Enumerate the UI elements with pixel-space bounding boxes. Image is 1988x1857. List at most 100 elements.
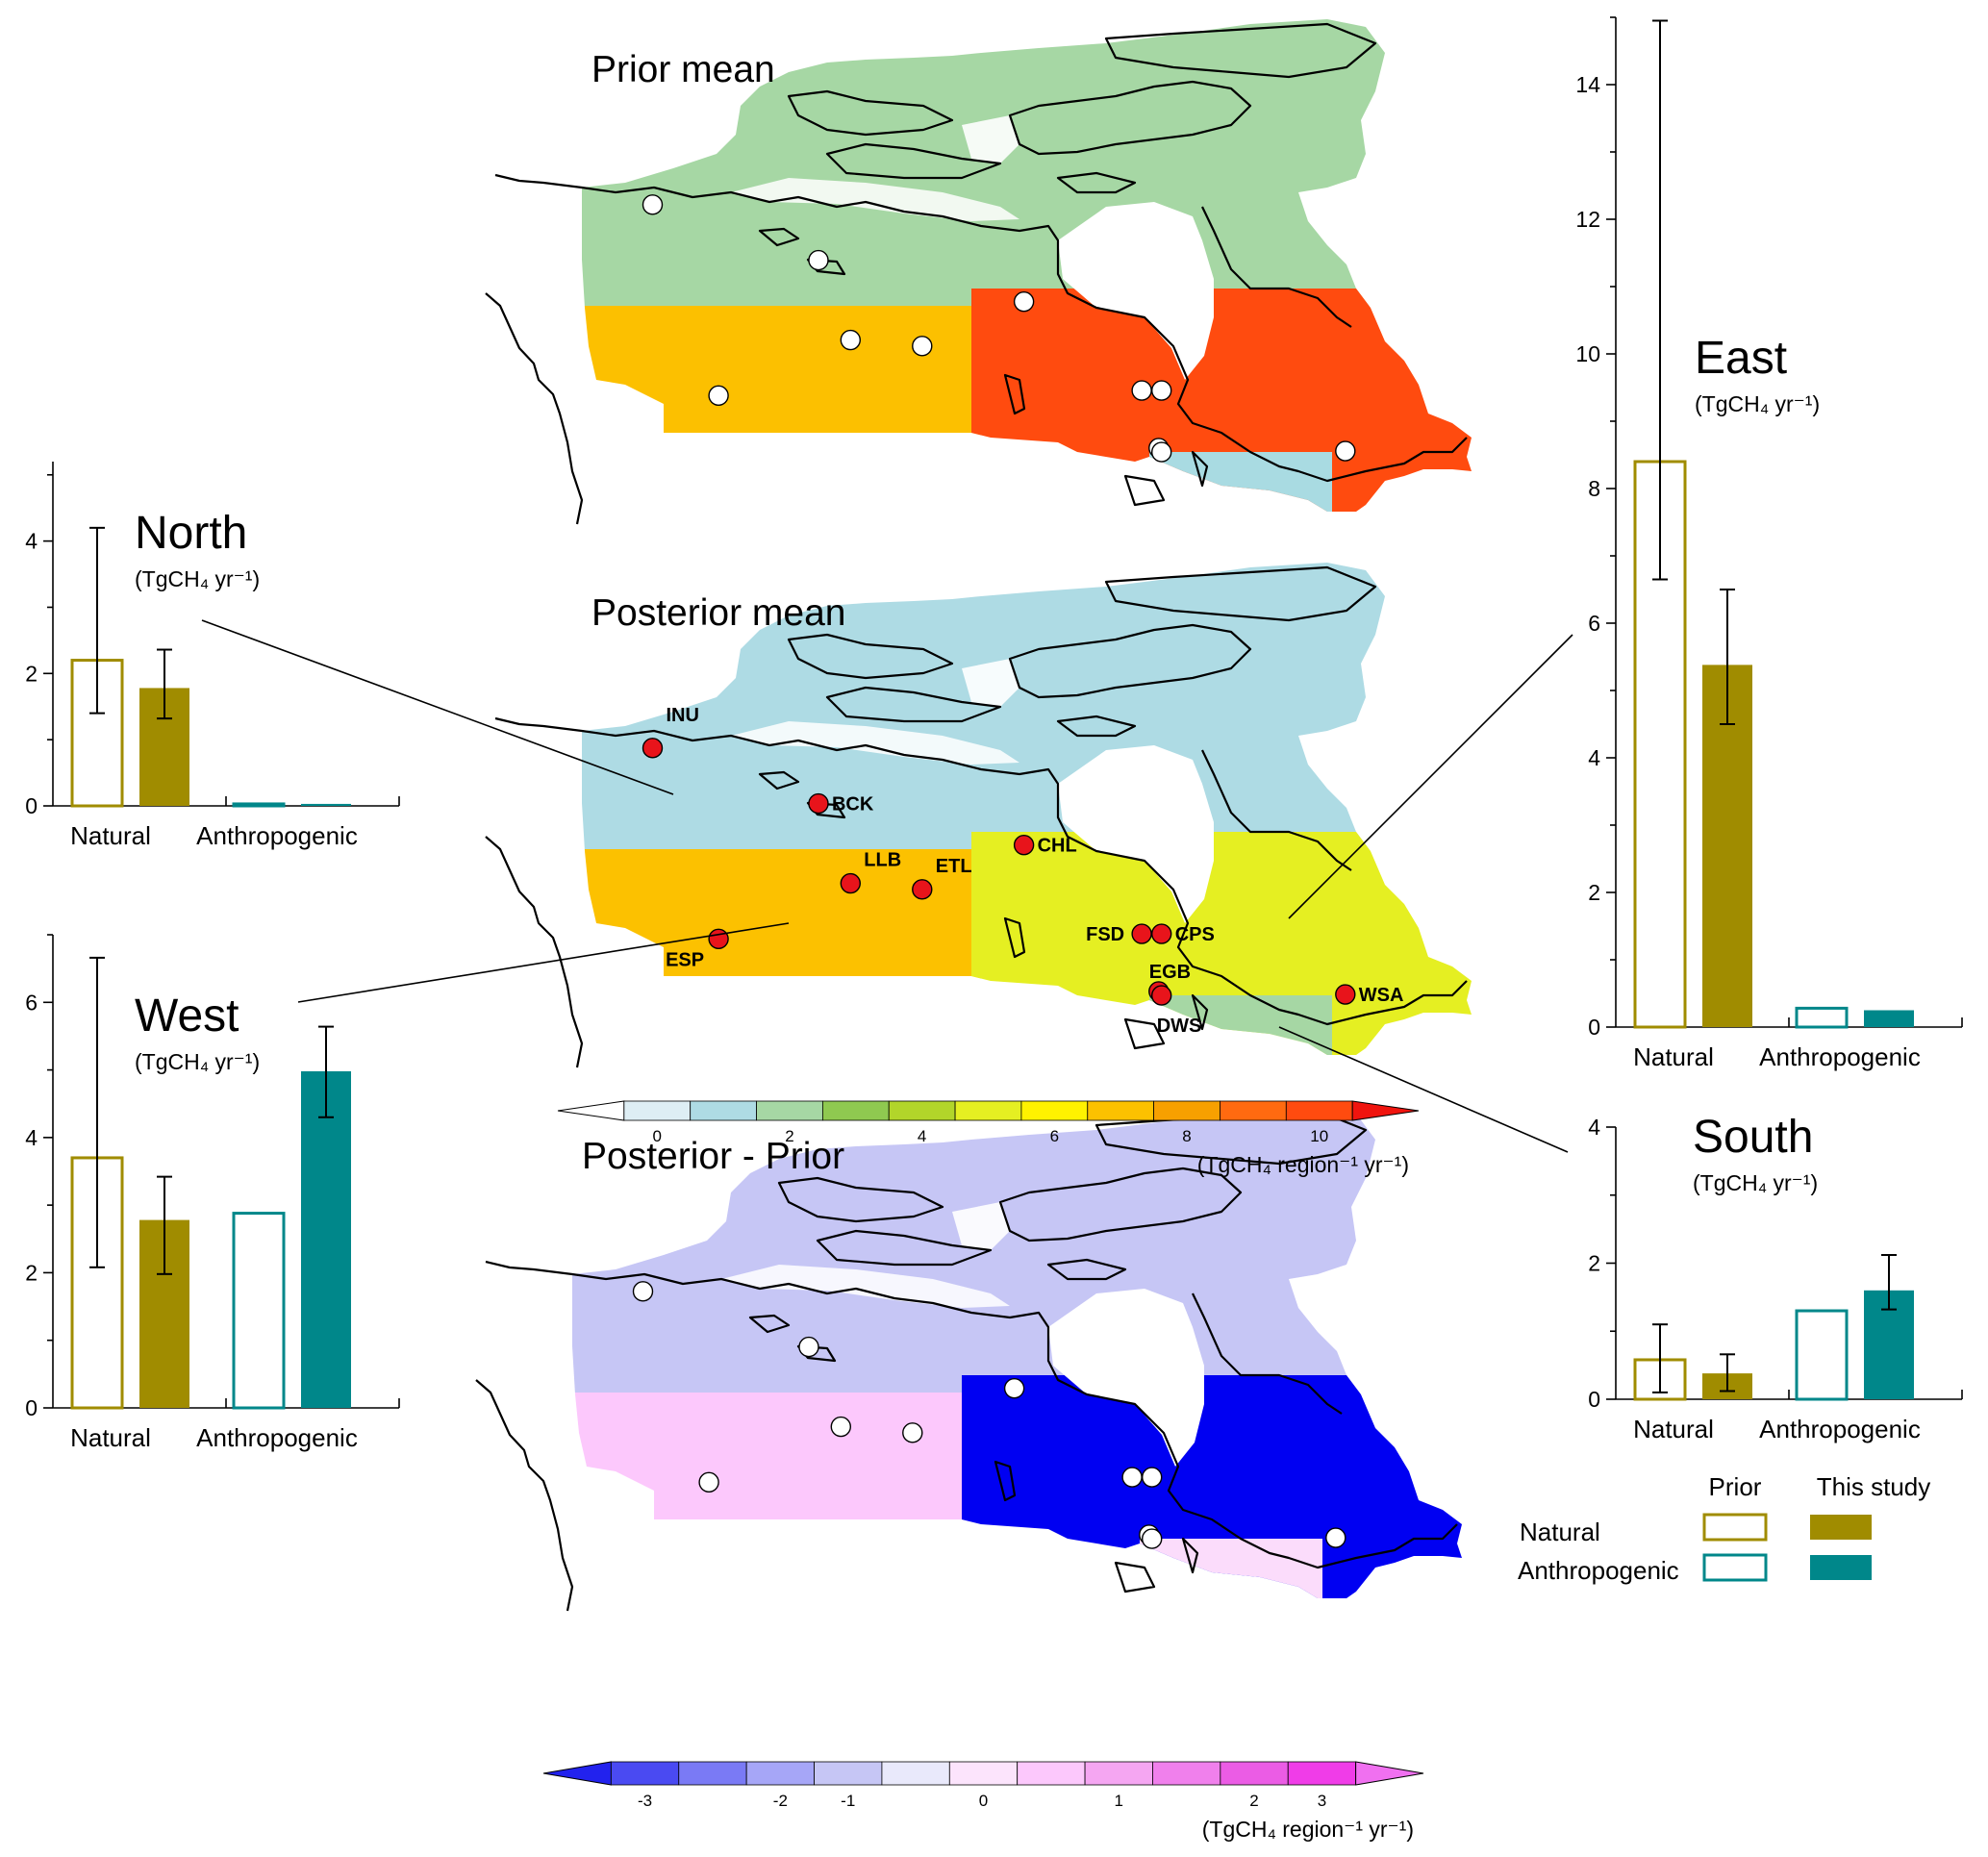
error-bar	[1720, 1353, 1735, 1393]
colorbar-bottom-swatch	[610, 1761, 680, 1786]
station-marker-etl	[912, 879, 933, 900]
region-title-south: South	[1693, 1112, 1813, 1163]
y-tick-label: 0	[25, 793, 38, 818]
colorbar-bottom: -3 -2 -1 0 1 2 3 (TgCH₄ region⁻¹ yr⁻¹)	[542, 1761, 1424, 1842]
y-tick-label: 4	[25, 1125, 38, 1150]
y-tick-label: 0	[1588, 1015, 1600, 1040]
bar-chart-west: 0 2 4 6 Natural Anthropogenic West (TgCH₄ yr⁻¹)	[25, 934, 400, 1452]
station-marker-dws	[1150, 985, 1172, 1006]
bar-anthropogenic-prior	[1795, 1006, 1849, 1029]
region-title-west: West	[135, 991, 239, 1041]
error-bar	[157, 648, 172, 720]
colorbar-bottom-swatch	[1220, 1761, 1289, 1786]
colorbar-bottom-swatch	[948, 1761, 1019, 1786]
bar-anthropogenic-prior	[1795, 1309, 1849, 1401]
station-marker-llb	[830, 1416, 851, 1438]
legend-row-natural: Natural	[1520, 1518, 1600, 1546]
error-bar	[89, 526, 105, 715]
colorbar-top-swatch	[1020, 1100, 1089, 1121]
bar-chart-north: 0 2 4 Natural Anthropogenic North (TgCH₄ yr⁻¹)	[25, 462, 400, 850]
y-tick-label: 0	[25, 1395, 38, 1420]
colorbar-top-tick: 8	[1182, 1127, 1191, 1145]
station-marker-inu	[642, 194, 664, 215]
region-west	[582, 849, 981, 1055]
legend-col-this-study: This study	[1817, 1472, 1931, 1501]
legend-row-anthropogenic: Anthropogenic	[1518, 1556, 1679, 1585]
bar-natural-this-study	[1702, 665, 1752, 1027]
station-label-fsd: FSD	[1086, 924, 1124, 945]
x-category-label: Natural	[70, 1423, 151, 1452]
hudson-bay	[1058, 202, 1214, 380]
leader-east	[1288, 634, 1573, 919]
map-title-posterior: Posterior mean	[591, 592, 845, 634]
region-south	[1140, 1539, 1322, 1598]
error-bar	[1652, 19, 1668, 581]
station-label-esp: ESP	[666, 949, 704, 970]
colorbar-top-swatch	[888, 1100, 956, 1121]
station-marker-wsa	[1325, 1527, 1346, 1548]
colorbar-bottom-low-arrow	[542, 1761, 612, 1786]
map-title-prior: Prior mean	[591, 49, 775, 90]
colorbar-top-unit: (TgCH₄ region⁻¹ yr⁻¹)	[1197, 1152, 1409, 1177]
error-bar	[89, 956, 105, 1268]
error-bar	[318, 1025, 334, 1118]
hudson-bay	[1048, 1289, 1204, 1467]
map-prior: Prior mean	[484, 19, 1472, 526]
colorbar-top-swatch	[756, 1100, 823, 1121]
legend-swatch-natural-this-study	[1810, 1515, 1872, 1540]
region-unit-east: (TgCH₄ yr⁻¹)	[1695, 391, 1820, 416]
map-posterior: Posterior mean INU BCK CHL LLB ETL ESP FSD CPS EG…	[484, 563, 1472, 1069]
x-category-label: Anthropogenic	[1759, 1042, 1921, 1071]
bar-anthropogenic-this-study	[1864, 1010, 1914, 1027]
y-tick-label: 2	[25, 1260, 38, 1285]
station-marker-inu	[632, 1281, 654, 1302]
x-category-label: Anthropogenic	[196, 821, 358, 850]
bar-anthropogenic-this-study	[301, 1070, 351, 1408]
station-marker-inu	[642, 738, 664, 759]
station-marker-llb	[840, 872, 861, 894]
x-category-label: Anthropogenic	[196, 1423, 358, 1452]
colorbar-bottom-swatch	[1287, 1761, 1357, 1786]
y-tick-label: 6	[25, 990, 38, 1015]
station-marker-chl	[1013, 290, 1035, 313]
legend: Prior This study Natural Anthropogenic	[1518, 1472, 1930, 1585]
station-marker-wsa	[1335, 984, 1356, 1005]
region-west	[572, 1393, 971, 1598]
colorbar-top-tick: 6	[1050, 1127, 1059, 1145]
colorbar-bottom-swatch	[814, 1761, 883, 1786]
station-label-dws: DWS	[1157, 1016, 1202, 1037]
error-bar	[1652, 1323, 1668, 1393]
colorbar-bottom-tick: -2	[773, 1792, 788, 1810]
y-tick-label: 4	[1588, 745, 1600, 770]
leader-south	[1278, 1026, 1569, 1153]
station-label-chl: CHL	[1038, 836, 1077, 857]
bar-anthropogenic-prior	[232, 1212, 286, 1410]
colorbar-top-tick: 2	[785, 1127, 793, 1145]
station-marker-fsd	[1131, 923, 1152, 944]
colorbar-top-tick: 0	[653, 1127, 662, 1145]
station-marker-esp	[708, 385, 729, 406]
station-marker-dws	[1150, 441, 1172, 463]
station-marker-dws	[1141, 1528, 1163, 1549]
station-marker-wsa	[1335, 440, 1356, 462]
colorbar-top-tick: 10	[1310, 1127, 1328, 1145]
station-marker-esp	[708, 928, 729, 949]
legend-swatch-anthropogenic-this-study	[1810, 1555, 1872, 1580]
error-bar	[157, 1175, 172, 1275]
station-marker-fsd	[1131, 380, 1152, 401]
station-marker-fsd	[1121, 1467, 1143, 1488]
y-tick-label: 2	[1588, 1251, 1600, 1276]
map-title-diff: Posterior - Prior	[582, 1136, 844, 1177]
station-marker-cps	[1150, 380, 1172, 401]
station-marker-chl	[1003, 1377, 1025, 1399]
station-marker-cps	[1150, 923, 1172, 944]
hudson-bay	[1058, 745, 1214, 923]
colorbar-top-swatch	[1153, 1100, 1220, 1121]
y-tick-label: 12	[1575, 207, 1600, 232]
station-marker-bck	[808, 249, 829, 271]
colorbar-top-swatch	[821, 1100, 890, 1121]
colorbar-bottom-swatch	[881, 1761, 950, 1786]
colorbar-top-swatch	[623, 1100, 692, 1121]
colorbar-top-swatch	[690, 1100, 757, 1121]
colorbar-bottom-tick: 2	[1249, 1792, 1258, 1810]
